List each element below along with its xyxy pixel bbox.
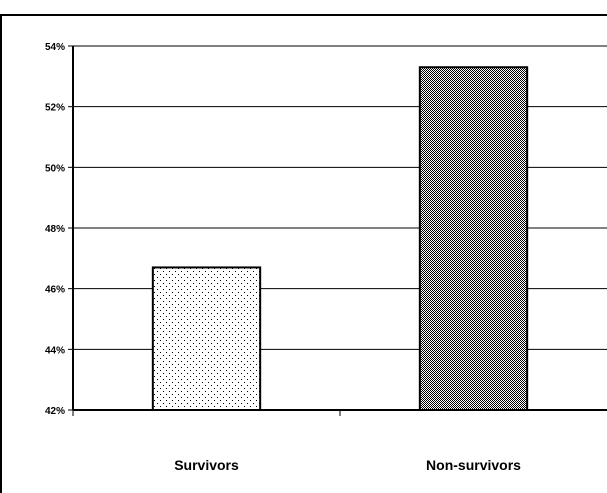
- x-category-label: Survivors: [174, 457, 239, 473]
- x-category-labels: Survivors Non-survivors: [174, 457, 521, 473]
- axes: [68, 45, 607, 416]
- y-tick-label: 42%: [45, 406, 65, 417]
- y-tick-labels: 42% 44% 46% 48% 50% 52% 54%: [45, 42, 65, 417]
- y-tick-label: 44%: [45, 345, 65, 356]
- y-tick-label: 54%: [45, 42, 65, 53]
- bar-non-survivors: [418, 66, 529, 411]
- y-tick-label: 52%: [45, 103, 65, 114]
- y-tick-label: 46%: [45, 285, 65, 296]
- bar-survivors: [151, 266, 262, 411]
- y-tick-label: 50%: [45, 163, 65, 174]
- x-category-label: Non-survivors: [426, 457, 521, 473]
- y-tick-label: 48%: [45, 224, 65, 235]
